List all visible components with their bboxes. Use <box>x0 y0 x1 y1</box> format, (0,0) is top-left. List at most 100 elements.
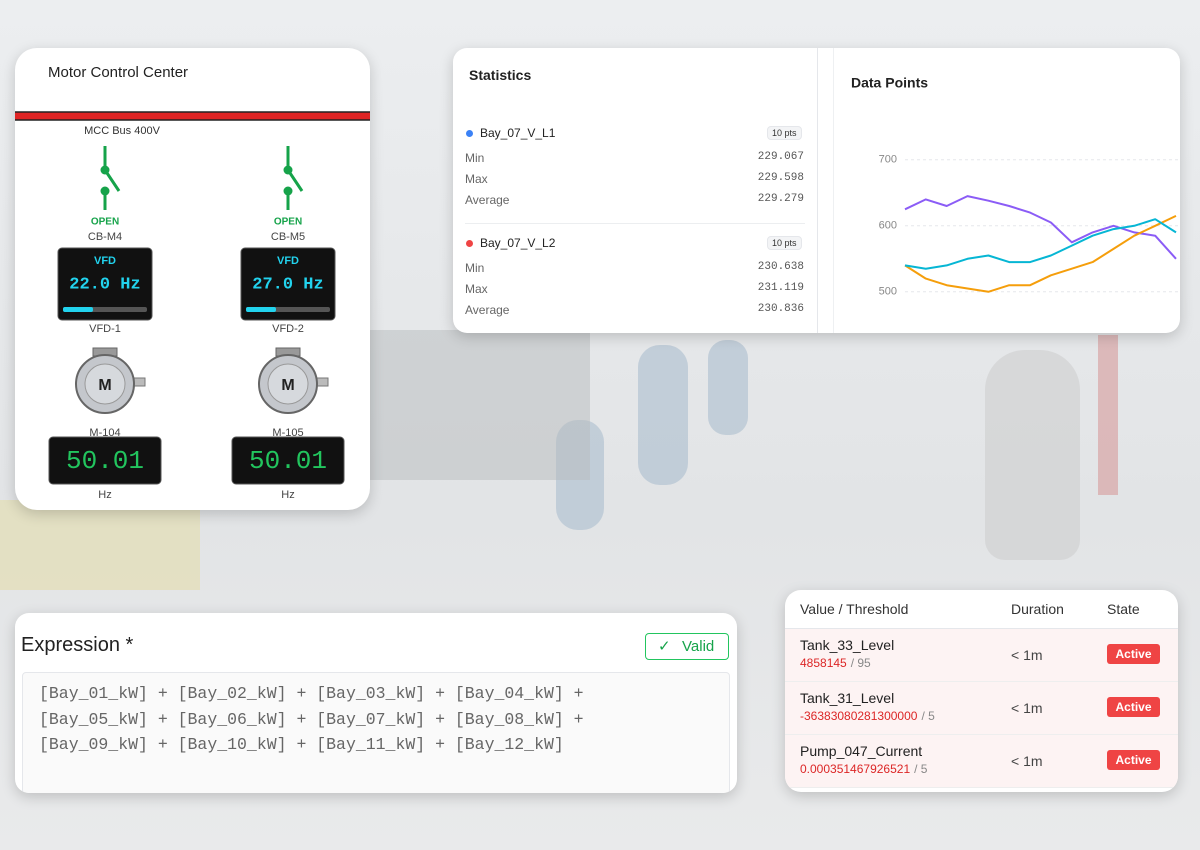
data-line <box>904 214 1177 293</box>
stat-value: 230.638 <box>757 261 804 273</box>
state-badge: Active <box>1107 644 1160 664</box>
y-tick-label: 500 <box>879 286 897 298</box>
bg-block <box>370 330 590 480</box>
alarm-threshold: / 5 <box>914 762 928 776</box>
expression-label: Expression * <box>21 634 134 656</box>
vfd-label: VFD <box>94 255 116 267</box>
expression-line: [Bay_05_kW] + [Bay_06_kW] + [Bay_07_kW] … <box>39 709 584 729</box>
mcc-panel: Motor Control Center MCC Bus 400V OPEN CB… <box>15 48 370 510</box>
alarm-value: -36383080281300000 <box>800 709 918 723</box>
bg-block <box>0 500 200 590</box>
expression-panel: Expression * ✓ Valid [Bay_01_kW] + [Bay_… <box>15 613 737 793</box>
series-name: Bay_07_V_L1 <box>480 126 556 140</box>
vfd-name: VFD-2 <box>272 323 304 335</box>
alarm-name: Tank_33_Level <box>800 637 895 653</box>
vfd-display <box>57 247 153 321</box>
stat-value: 229.598 <box>757 172 804 184</box>
alarm-value-line: -36383080281300000/ 5 <box>800 709 935 723</box>
expression-input[interactable]: [Bay_01_kW] + [Bay_02_kW] + [Bay_03_kW] … <box>22 672 730 793</box>
vfd-frequency: 27.0 Hz <box>252 275 323 294</box>
alarm-name: Tank_31_Level <box>800 690 895 706</box>
data-line <box>904 218 1177 270</box>
switch-blade <box>103 169 121 192</box>
header-divider <box>785 628 1178 629</box>
panel-title: Statistics <box>469 67 532 83</box>
alarm-table: Value / Threshold Duration State Tank_33_Le… <box>785 590 1178 792</box>
mcc-diagram: Motor Control Center MCC Bus 400V OPEN CB… <box>15 64 370 501</box>
expression-line: [Bay_09_kW] + [Bay_10_kW] + [Bay_11_kW] … <box>39 735 564 754</box>
column-header: State <box>1107 601 1140 617</box>
series-name: Bay_07_V_L2 <box>480 236 556 250</box>
motor-inner <box>267 363 309 405</box>
stat-label: Max <box>465 282 488 296</box>
chart-title: Data Points <box>851 75 928 91</box>
alarm-value-line: 0.000351467926521/ 5 <box>800 762 927 776</box>
y-tick-label: 600 <box>879 220 897 232</box>
alarm-duration: < 1m <box>1011 647 1043 663</box>
stat-label: Min <box>465 151 485 165</box>
series-dot <box>466 240 473 247</box>
stat-value: 229.279 <box>757 193 804 205</box>
divider <box>817 48 818 333</box>
bus-label: MCC Bus 400V <box>84 125 160 137</box>
panel-title: Motor Control Center <box>48 64 188 81</box>
meter-reading: 50.01 <box>249 446 327 476</box>
stat-label: Average <box>465 303 510 317</box>
motor-inner <box>84 363 126 405</box>
meter-unit: Hz <box>98 489 111 501</box>
data-line <box>904 195 1177 260</box>
motor-symbol: M <box>98 377 111 394</box>
bg-cone <box>985 350 1080 560</box>
expression-line: [Bay_01_kW] + [Bay_02_kW] + [Bay_03_kW] … <box>39 684 584 703</box>
stat-value: 230.836 <box>757 303 804 315</box>
bus-bar <box>15 112 370 120</box>
state-badge: Active <box>1107 697 1160 717</box>
vfd-bar-fill <box>63 307 93 312</box>
stat-label: Average <box>465 193 510 207</box>
motor-symbol: M <box>281 377 294 394</box>
motor-name: M-105 <box>272 427 303 439</box>
breaker-name: CB-M5 <box>271 231 305 243</box>
vfd-name: VFD-1 <box>89 323 121 335</box>
stat-value: 229.067 <box>757 151 804 163</box>
group-divider <box>465 223 805 224</box>
bg-tank <box>638 345 688 485</box>
valid-badge: ✓ Valid <box>645 633 729 660</box>
check-icon: ✓ <box>658 638 671 655</box>
meter-unit: Hz <box>281 489 294 501</box>
alarm-threshold: / 5 <box>921 709 935 723</box>
switch-blade <box>286 169 304 192</box>
breaker-state: OPEN <box>274 217 302 228</box>
statistics-panel: Statistics Bay_07_V_L1 10 pts Min 229.067 Ma… <box>453 48 1180 333</box>
meter-reading: 50.01 <box>66 446 144 476</box>
data-points-chart: Data Points 500 600 700 <box>851 75 1180 298</box>
vfd-frequency: 22.0 Hz <box>69 275 140 294</box>
alarm-name: Pump_047_Current <box>800 743 923 759</box>
alarm-duration: < 1m <box>1011 700 1043 716</box>
stat-label: Max <box>465 172 488 186</box>
series-dot <box>466 130 473 137</box>
point-count: 10 pts <box>767 236 802 250</box>
breaker-state: OPEN <box>91 217 119 228</box>
valid-text: Valid <box>682 638 715 655</box>
vfd-display <box>240 247 336 321</box>
vfd-label: VFD <box>277 255 299 267</box>
alarm-value: 0.000351467926521 <box>800 762 911 776</box>
breaker-name: CB-M4 <box>88 231 122 243</box>
meter-display <box>231 436 345 485</box>
motor-name: M-104 <box>89 427 120 439</box>
column-header: Duration <box>1011 601 1064 617</box>
y-tick-label: 700 <box>879 154 897 166</box>
point-count: 10 pts <box>767 126 802 140</box>
column-header: Value / Threshold <box>800 601 909 617</box>
alarm-threshold: / 95 <box>850 656 871 670</box>
divider <box>833 48 834 333</box>
bg-pole <box>1098 335 1118 495</box>
alarm-value: 4858145 <box>800 656 847 670</box>
vfd-bar-fill <box>246 307 276 312</box>
stat-value: 231.119 <box>757 282 804 294</box>
meter-display <box>48 436 162 485</box>
state-badge: Active <box>1107 750 1160 770</box>
stat-label: Min <box>465 261 485 275</box>
